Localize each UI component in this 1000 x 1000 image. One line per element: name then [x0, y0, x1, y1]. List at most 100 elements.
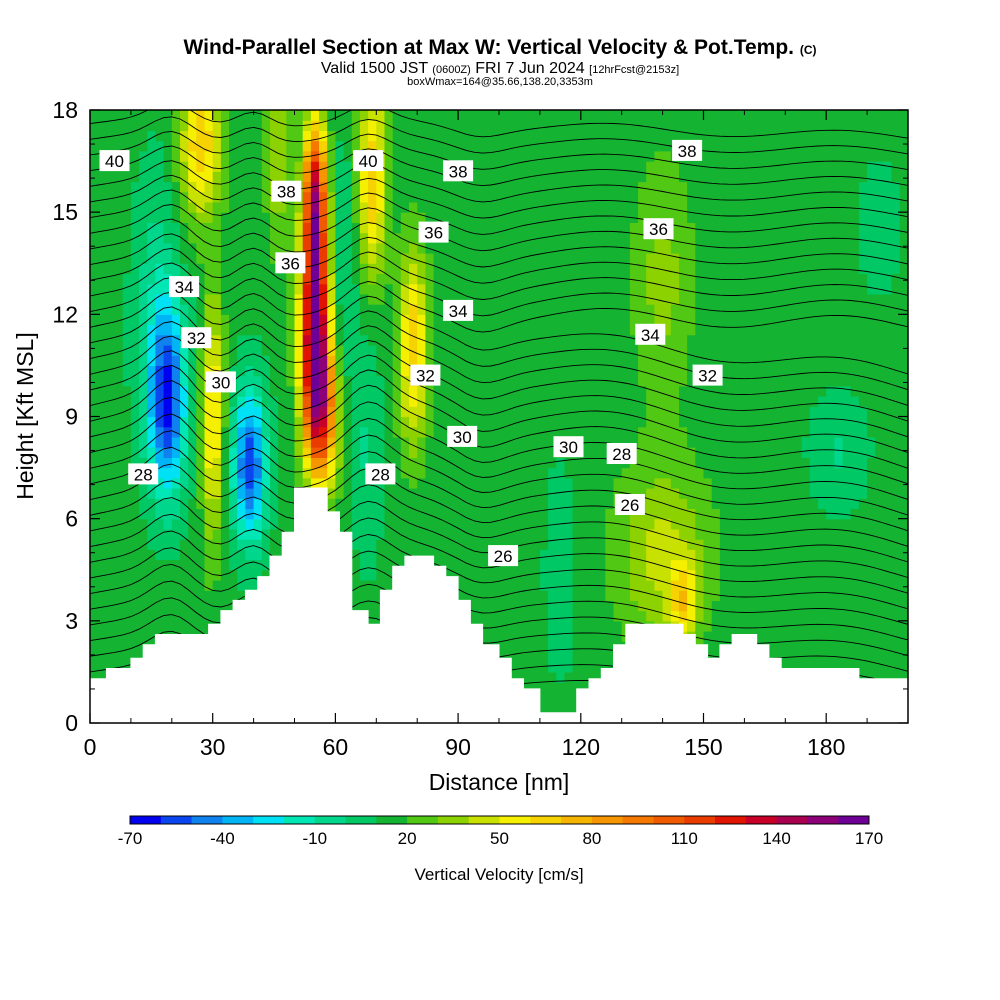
w-cell [580, 201, 590, 213]
w-cell [449, 457, 459, 469]
w-cell [458, 375, 467, 387]
w-cell [629, 324, 639, 336]
w-cell [359, 130, 369, 142]
w-cell [106, 191, 116, 203]
w-cell [417, 528, 426, 540]
w-cell [744, 201, 754, 213]
w-cell [499, 283, 508, 295]
w-cell [180, 447, 189, 458]
w-cell [482, 365, 492, 377]
w-cell [441, 447, 451, 458]
w-cell [523, 324, 533, 336]
w-cell [180, 498, 189, 509]
w-cell [613, 365, 623, 377]
w-cell [589, 345, 598, 356]
w-cell [392, 263, 402, 274]
w-cell [384, 406, 394, 418]
w-cell [310, 161, 320, 172]
w-cell [474, 590, 484, 601]
w-cell [523, 498, 533, 509]
w-cell [106, 293, 116, 305]
w-cell [646, 304, 655, 315]
w-cell [98, 436, 107, 448]
w-cell [409, 345, 418, 356]
w-cell [359, 293, 369, 305]
w-cell [237, 304, 246, 315]
w-cell [572, 477, 582, 489]
w-cell [245, 212, 255, 223]
w-cell [417, 324, 426, 336]
w-cell [589, 191, 598, 203]
w-cell [261, 518, 271, 530]
w-cell [139, 610, 148, 622]
w-cell [278, 171, 287, 183]
w-cell [564, 253, 574, 264]
w-cell [359, 406, 369, 418]
w-cell [466, 518, 476, 530]
w-cell [270, 488, 279, 499]
w-cell [122, 171, 132, 183]
w-cell [327, 273, 336, 285]
w-cell [294, 232, 304, 244]
w-cell [425, 518, 435, 530]
w-cell [548, 457, 557, 469]
w-cell [310, 273, 320, 285]
w-cell [613, 539, 623, 550]
w-cell [670, 447, 680, 458]
w-cell [572, 283, 582, 295]
w-cell [204, 201, 214, 213]
w-cell [531, 488, 541, 499]
w-cell [368, 222, 377, 234]
w-cell [679, 324, 688, 336]
w-cell [679, 273, 688, 285]
w-cell [613, 620, 623, 632]
w-cell [523, 191, 533, 203]
w-cell [556, 222, 566, 234]
w-cell [629, 201, 639, 213]
w-cell [728, 181, 737, 193]
w-cell [613, 324, 623, 336]
w-cell [171, 161, 181, 172]
w-cell [449, 447, 459, 458]
w-cell [711, 253, 721, 264]
w-cell [368, 120, 377, 131]
w-cell [147, 620, 157, 632]
w-cell [572, 518, 582, 530]
w-cell [425, 304, 435, 315]
w-cell [507, 304, 516, 315]
w-cell [180, 600, 189, 612]
w-cell [523, 253, 533, 264]
w-cell [253, 416, 263, 428]
w-cell [605, 120, 615, 131]
w-cell [310, 385, 320, 397]
w-cell [441, 273, 451, 285]
w-cell [703, 253, 713, 264]
w-cell [278, 324, 287, 336]
w-cell [229, 110, 238, 121]
w-cell [589, 304, 598, 315]
w-cell [507, 477, 516, 489]
w-cell [155, 610, 165, 622]
w-cell [589, 477, 598, 489]
w-cell [327, 150, 336, 162]
w-cell [597, 161, 606, 172]
w-cell [114, 263, 124, 274]
w-cell [736, 580, 745, 591]
w-cell [523, 232, 533, 244]
w-cell [433, 253, 443, 264]
w-cell [687, 345, 696, 356]
w-cell [237, 242, 246, 254]
w-cell [458, 406, 467, 418]
w-cell [343, 396, 353, 407]
w-cell [490, 508, 500, 520]
w-cell [229, 508, 238, 520]
w-cell [204, 283, 214, 295]
w-cell [351, 488, 361, 499]
w-cell [597, 181, 606, 193]
w-cell [507, 488, 516, 499]
w-cell [392, 140, 402, 152]
w-cell [122, 396, 132, 407]
w-cell [719, 273, 729, 285]
w-cell [261, 110, 271, 121]
w-cell [548, 140, 557, 152]
